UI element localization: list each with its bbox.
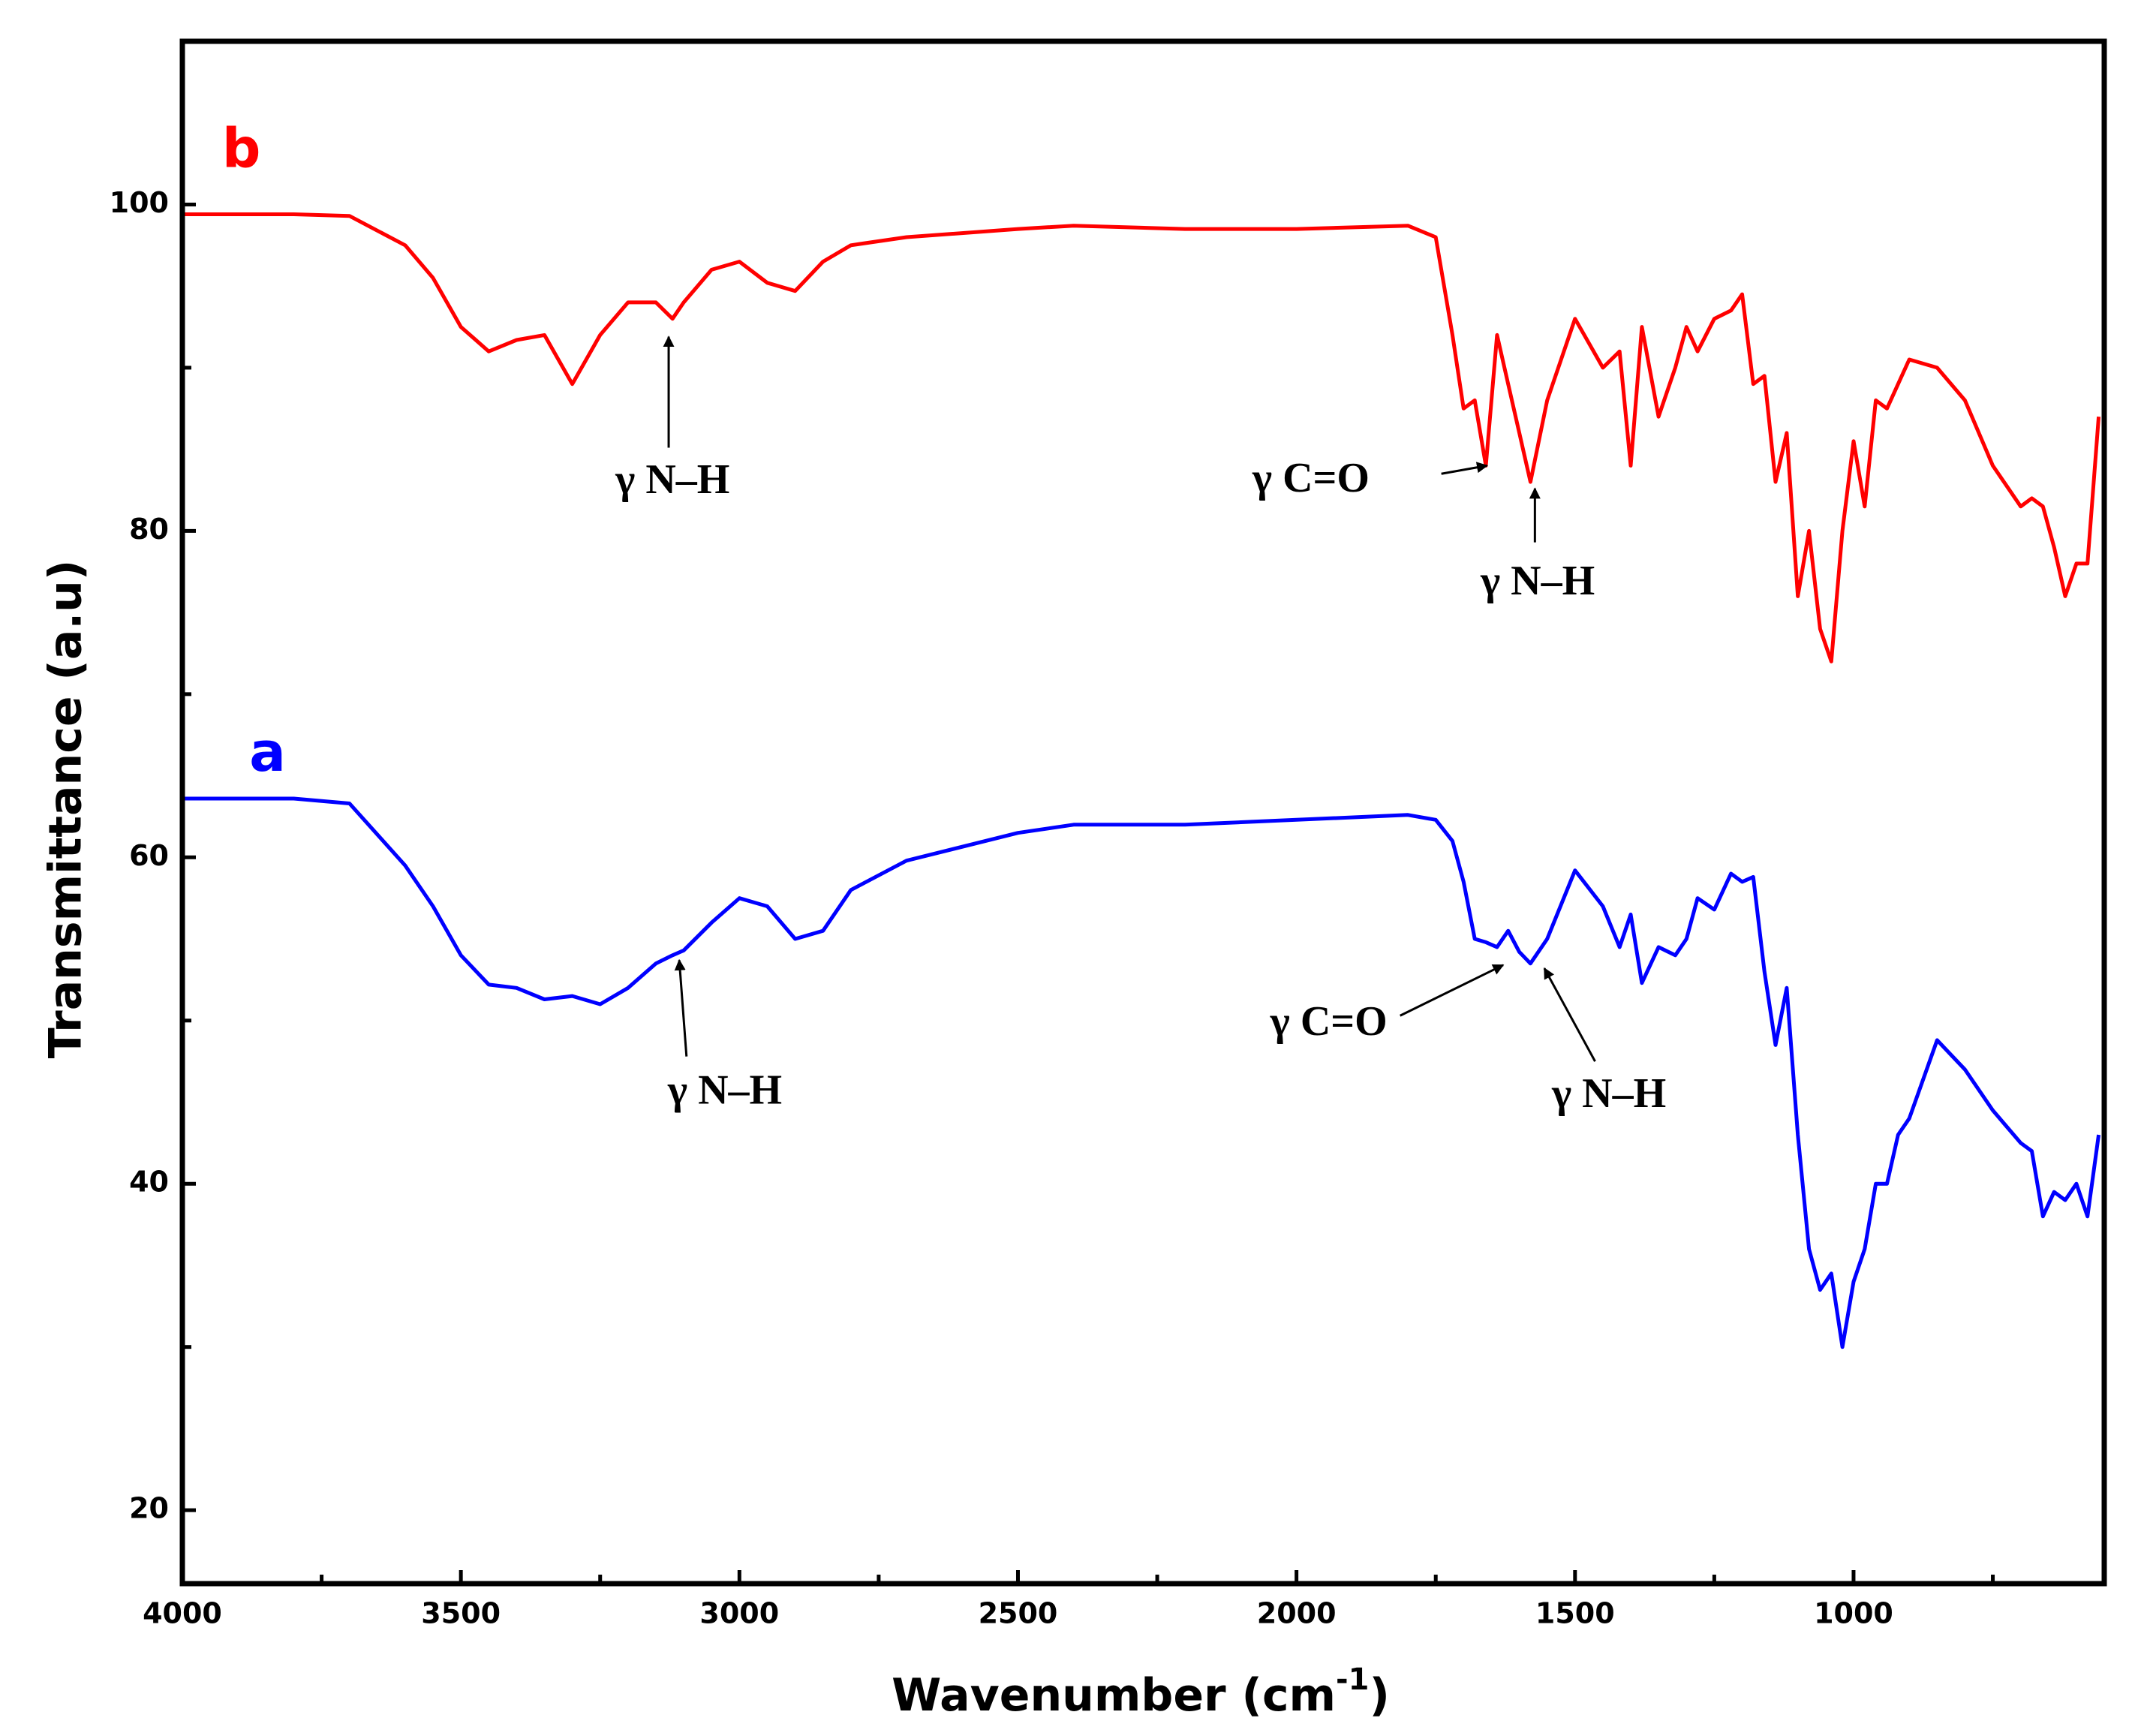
- x-tick-label: 3000: [699, 1597, 779, 1630]
- y-tick-label: 40: [129, 1166, 169, 1199]
- x-tick-label: 2000: [1257, 1597, 1337, 1630]
- series-label: b: [222, 116, 261, 179]
- y-tick-label: 20: [129, 1492, 169, 1525]
- x-axis-label: Wavenumber (cm-1): [892, 1662, 1390, 1722]
- annotation-arrow: [1441, 462, 1488, 475]
- series-line: [182, 212, 2101, 663]
- x-tick-label: 1500: [1535, 1597, 1615, 1630]
- annotation: γ N–H: [667, 1067, 782, 1113]
- annotation: γ N–H: [1480, 558, 1595, 604]
- annotation-arrow: [1543, 967, 1596, 1062]
- annotation-arrow: [1400, 964, 1505, 1017]
- x-axis-label-main: Wavenumber (cm: [892, 1669, 1336, 1722]
- x-axis-label-end: ): [1369, 1669, 1389, 1722]
- annotation: γ C=O: [1252, 455, 1370, 501]
- annotation: γ C=O: [1270, 998, 1388, 1045]
- x-tick-label: 3500: [421, 1597, 501, 1630]
- y-tick-label: 80: [129, 513, 169, 546]
- x-tick-label: 4000: [143, 1597, 222, 1630]
- annotation-arrow: [674, 958, 688, 1057]
- y-tick-label: 100: [110, 186, 169, 219]
- series-label: a: [249, 721, 286, 784]
- annotation: γ N–H: [615, 456, 729, 503]
- x-axis-label-sup: -1: [1336, 1662, 1369, 1697]
- x-tick-label: 1000: [1814, 1597, 1893, 1630]
- series-line: [182, 796, 2101, 1349]
- y-axis-label: Transmittance (a.u): [40, 560, 92, 1058]
- x-tick-label: 2500: [979, 1597, 1058, 1630]
- plot-frame: [179, 38, 2107, 1587]
- annotation: γ N–H: [1551, 1070, 1666, 1117]
- y-tick-label: 60: [129, 839, 169, 872]
